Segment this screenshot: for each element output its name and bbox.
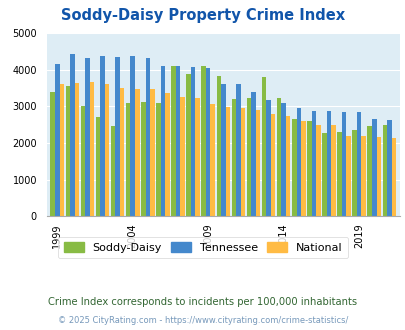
- Bar: [115, 57, 119, 216]
- Bar: [81, 106, 85, 216]
- Bar: [160, 66, 165, 216]
- Bar: [322, 133, 326, 216]
- Bar: [141, 102, 145, 216]
- Bar: [276, 98, 281, 216]
- Bar: [190, 67, 195, 216]
- Bar: [216, 76, 220, 216]
- Bar: [341, 112, 345, 216]
- Bar: [371, 119, 375, 216]
- Bar: [119, 87, 124, 216]
- Bar: [50, 92, 55, 216]
- Bar: [300, 121, 305, 216]
- Bar: [345, 136, 350, 216]
- Bar: [60, 84, 64, 216]
- Bar: [85, 58, 90, 216]
- Text: Soddy-Daisy Property Crime Index: Soddy-Daisy Property Crime Index: [61, 8, 344, 23]
- Bar: [156, 103, 160, 216]
- Text: © 2025 CityRating.com - https://www.cityrating.com/crime-statistics/: © 2025 CityRating.com - https://www.city…: [58, 316, 347, 325]
- Bar: [251, 92, 255, 216]
- Bar: [240, 109, 245, 216]
- Bar: [266, 100, 270, 216]
- Bar: [175, 66, 180, 216]
- Bar: [210, 104, 215, 216]
- Bar: [65, 86, 70, 216]
- Bar: [315, 124, 320, 216]
- Bar: [231, 99, 236, 216]
- Bar: [311, 111, 315, 216]
- Bar: [70, 54, 75, 216]
- Bar: [291, 119, 296, 216]
- Bar: [246, 98, 251, 216]
- Legend: Soddy-Daisy, Tennessee, National: Soddy-Daisy, Tennessee, National: [58, 237, 347, 258]
- Bar: [145, 58, 150, 216]
- Bar: [220, 84, 225, 216]
- Bar: [261, 77, 266, 216]
- Bar: [296, 109, 300, 216]
- Bar: [386, 120, 391, 216]
- Bar: [195, 98, 199, 216]
- Bar: [367, 126, 371, 216]
- Bar: [75, 83, 79, 216]
- Bar: [126, 103, 130, 216]
- Bar: [270, 114, 275, 216]
- Bar: [201, 66, 205, 216]
- Bar: [285, 116, 290, 216]
- Bar: [356, 112, 360, 216]
- Bar: [111, 126, 115, 216]
- Bar: [171, 66, 175, 216]
- Bar: [134, 89, 139, 216]
- Bar: [352, 130, 356, 216]
- Bar: [306, 121, 311, 216]
- Bar: [104, 84, 109, 216]
- Bar: [225, 107, 230, 216]
- Bar: [100, 56, 104, 216]
- Bar: [130, 56, 134, 216]
- Bar: [186, 74, 190, 216]
- Bar: [337, 132, 341, 216]
- Bar: [180, 97, 184, 216]
- Bar: [391, 139, 395, 216]
- Bar: [330, 125, 335, 216]
- Bar: [165, 93, 169, 216]
- Bar: [255, 110, 260, 216]
- Bar: [281, 103, 285, 216]
- Bar: [375, 137, 380, 216]
- Bar: [96, 116, 100, 216]
- Bar: [236, 84, 240, 216]
- Bar: [360, 136, 365, 216]
- Bar: [55, 64, 60, 216]
- Bar: [150, 89, 154, 216]
- Bar: [205, 68, 210, 216]
- Text: Crime Index corresponds to incidents per 100,000 inhabitants: Crime Index corresponds to incidents per…: [48, 297, 357, 307]
- Bar: [326, 111, 330, 216]
- Bar: [90, 82, 94, 216]
- Bar: [382, 125, 386, 216]
